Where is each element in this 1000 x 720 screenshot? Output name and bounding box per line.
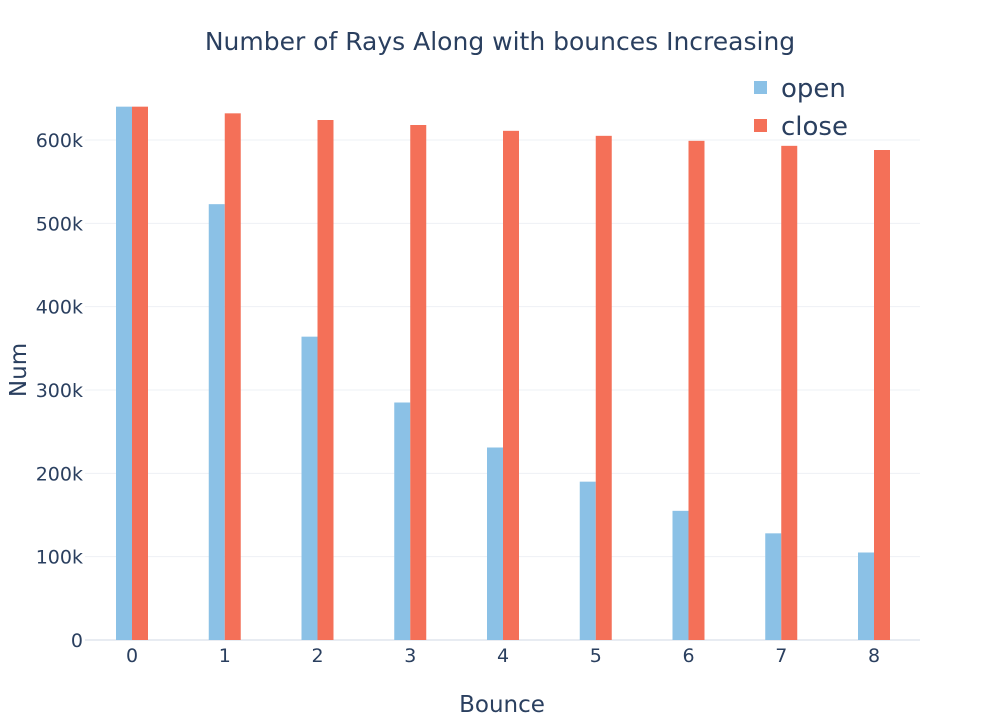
y-tick-label: 100k <box>36 547 83 569</box>
bar-open-4[interactable] <box>487 447 503 641</box>
x-tick-label: 8 <box>868 645 880 667</box>
y-tick-label: 0 <box>71 630 83 652</box>
y-tick-label: 600k <box>36 130 83 152</box>
x-axis-title: Bounce <box>459 692 545 718</box>
x-tick-label: 3 <box>404 645 416 667</box>
y-axis-ticks: 0 100k 200k 300k 400k 500k 600k <box>36 130 83 652</box>
bar-close-3[interactable] <box>410 125 427 640</box>
bar-open-2[interactable] <box>301 336 318 640</box>
bar-close-7[interactable] <box>781 145 798 641</box>
bar-close-2[interactable] <box>317 120 334 640</box>
legend-item-close[interactable]: close <box>754 112 848 142</box>
x-tick-label: 2 <box>311 645 323 667</box>
x-tick-label: 1 <box>219 645 231 667</box>
bar-close-1[interactable] <box>224 113 241 641</box>
legend-label: open <box>781 74 846 104</box>
chart-title: Number of Rays Along with bounces Increa… <box>205 27 795 56</box>
bar-close-6[interactable] <box>688 140 705 641</box>
x-tick-label: 4 <box>497 645 509 667</box>
bar-open-0[interactable] <box>116 106 132 640</box>
bar-open-3[interactable] <box>394 402 411 641</box>
bar-open-8[interactable] <box>858 552 874 641</box>
bars <box>116 106 890 641</box>
legend-item-open[interactable]: open <box>754 74 846 104</box>
x-tick-label: 5 <box>590 645 602 667</box>
y-tick-label: 300k <box>36 380 83 402</box>
bar-close-4[interactable] <box>503 130 519 641</box>
bar-open-5[interactable] <box>579 481 596 640</box>
bar-open-6[interactable] <box>672 510 689 640</box>
bar-close-8[interactable] <box>874 150 890 640</box>
bar-open-7[interactable] <box>765 533 782 640</box>
x-tick-label: 7 <box>775 645 787 667</box>
y-tick-label: 400k <box>36 297 83 319</box>
bar-close-5[interactable] <box>595 135 612 641</box>
legend-swatch <box>754 119 767 132</box>
y-tick-label: 200k <box>36 463 83 485</box>
legend[interactable]: open close <box>754 74 848 142</box>
x-tick-label: 6 <box>682 645 694 667</box>
bar-open-1[interactable] <box>208 204 225 640</box>
y-axis-title: Num <box>6 343 32 397</box>
x-tick-label: 0 <box>126 645 138 667</box>
legend-swatch <box>754 81 767 94</box>
bar-close-0[interactable] <box>132 106 148 640</box>
y-tick-label: 500k <box>36 213 83 235</box>
x-axis-ticks: 0 1 2 3 4 5 6 7 8 <box>126 645 880 667</box>
legend-label: close <box>781 112 848 142</box>
